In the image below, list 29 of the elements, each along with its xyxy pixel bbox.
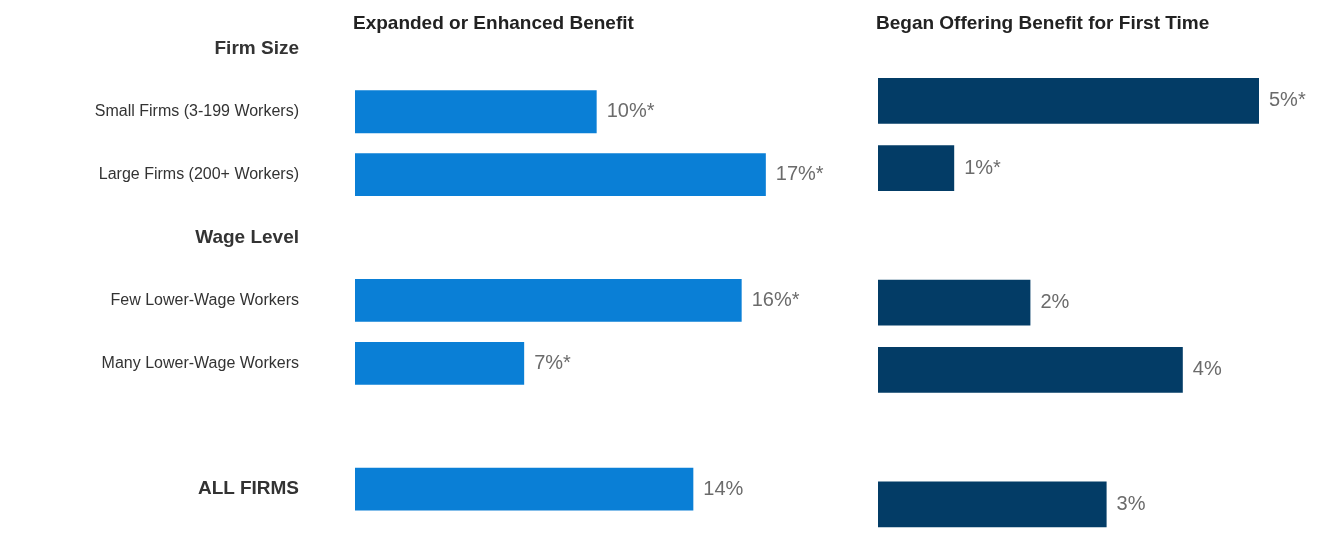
y-tick-label: Large Firms (200+ Workers)	[98, 165, 299, 183]
data-label: 3%	[1116, 491, 1146, 514]
data-label: 4%	[1192, 357, 1222, 380]
data-label: 7%*	[534, 350, 572, 373]
bar	[878, 78, 1259, 124]
chart-title: Began Offering Benefit for First Time	[876, 12, 1210, 34]
bar	[355, 467, 694, 511]
data-label: 2%	[1040, 290, 1070, 313]
data-label: 14%	[703, 476, 744, 499]
bar	[878, 279, 1031, 326]
y-tick-label: Few Lower-Wage Workers	[110, 290, 299, 308]
bar	[878, 347, 1183, 393]
bar	[355, 90, 597, 134]
y-tick-label: Wage Level	[195, 225, 299, 247]
y-tick-label: Many Lower-Wage Workers	[101, 353, 299, 371]
data-label: 5%*	[1269, 88, 1306, 111]
data-label: 16%*	[751, 287, 800, 310]
bar	[355, 279, 742, 322]
bar	[878, 145, 955, 191]
bar	[355, 341, 525, 385]
data-label: 1%*	[964, 155, 1002, 178]
bar	[878, 481, 1107, 528]
y-tick-label: Small Firms (3-199 Workers)	[94, 102, 299, 120]
y-tick-label: Firm Size	[214, 37, 299, 59]
chart-title: Expanded or Enhanced Benefit	[353, 12, 634, 34]
bar	[355, 153, 766, 197]
data-label: 17%*	[775, 162, 824, 185]
y-tick-label: ALL FIRMS	[198, 477, 299, 499]
data-label: 10%*	[606, 99, 655, 122]
